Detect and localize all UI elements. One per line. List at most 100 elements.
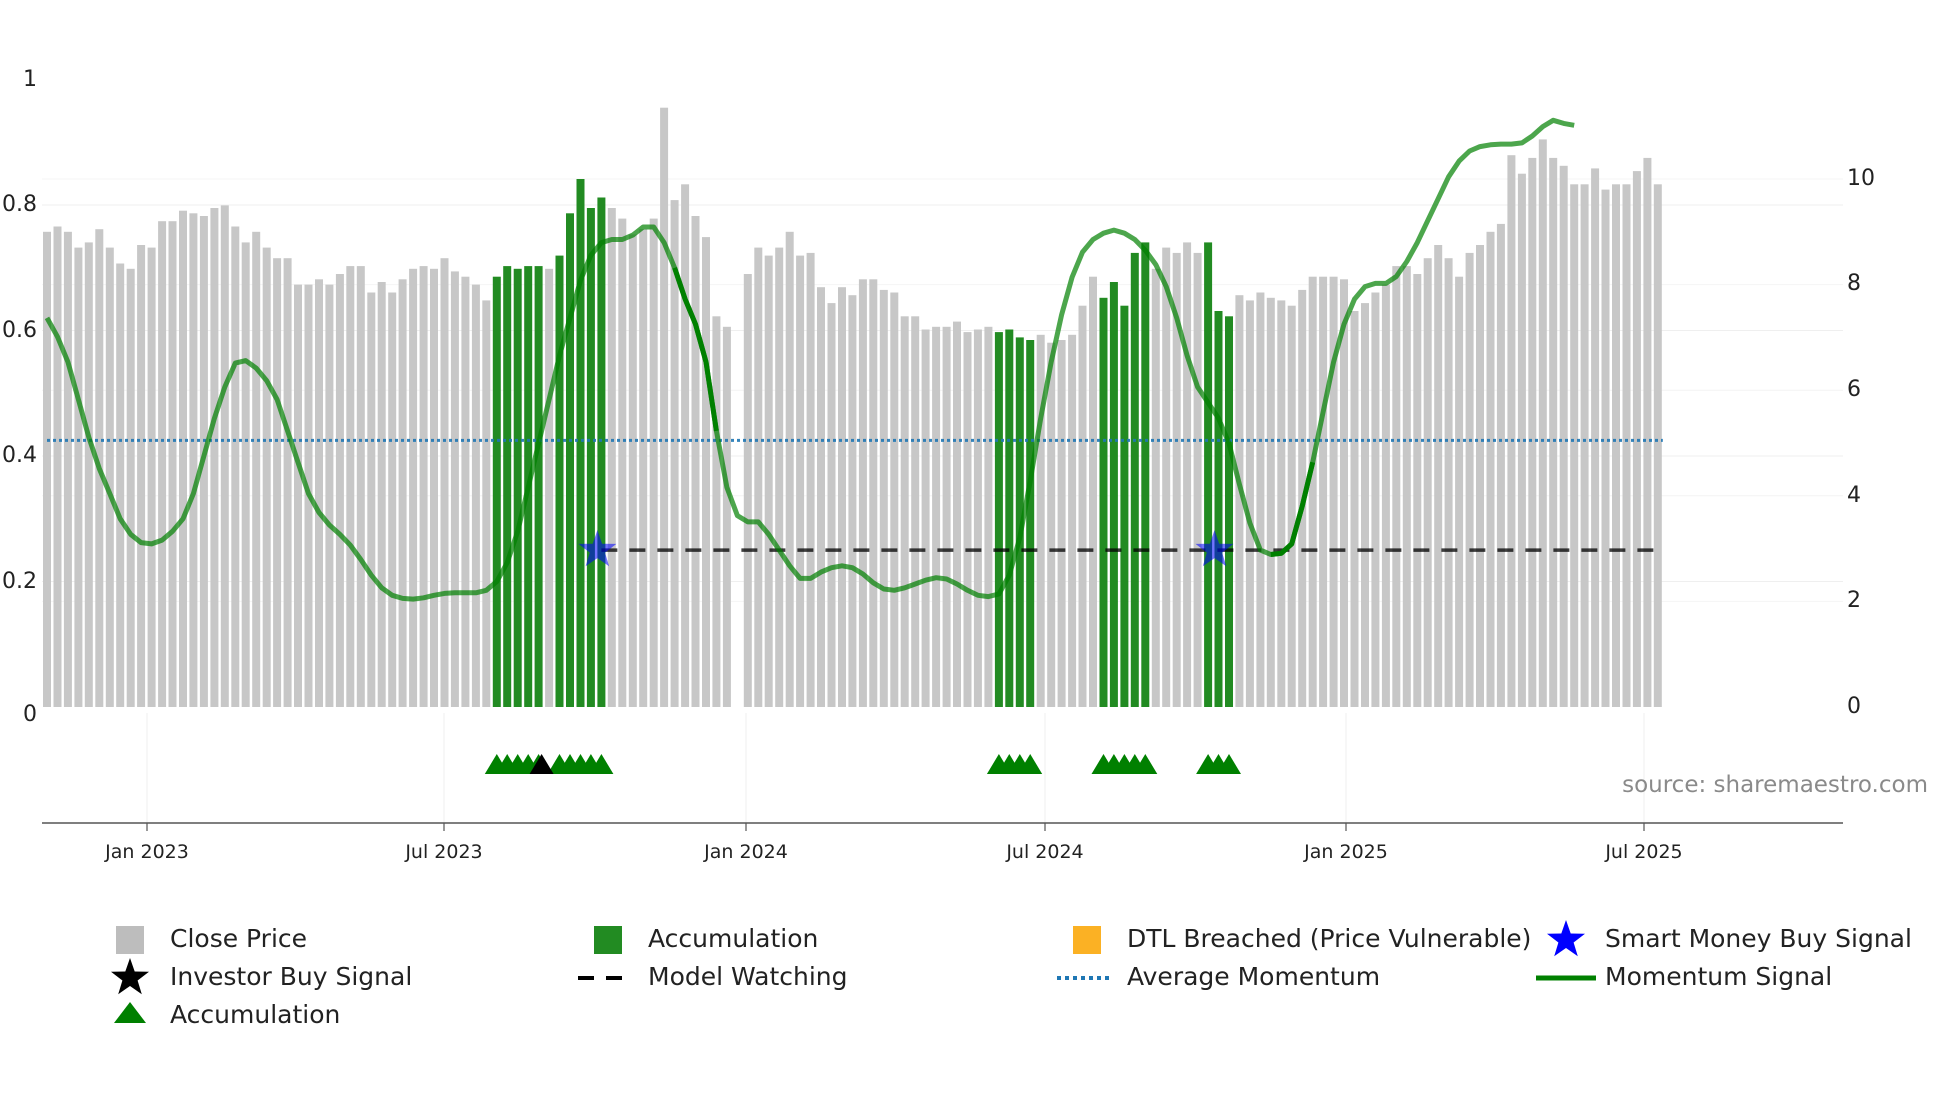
- momentum-signal-emphasis: [1270, 461, 1316, 557]
- close-price-bar: [670, 200, 679, 707]
- smart-money-signals: [578, 530, 1234, 567]
- left-y-tick-label: 0.2: [2, 569, 37, 594]
- close-price-bar: [785, 231, 794, 708]
- legend: Close Price Accumulation DTL Breached (P…: [111, 920, 1912, 1029]
- close-price-bar: [764, 255, 773, 707]
- green-square-icon: [594, 926, 622, 954]
- close-price-bar: [1089, 276, 1097, 707]
- close-price-bar: [440, 258, 449, 707]
- x-tick-label: Jan 2023: [104, 841, 189, 863]
- close-price-bar: [409, 268, 418, 707]
- close-price-bar: [743, 274, 752, 707]
- close-price-bar: [722, 326, 731, 707]
- close-price-bar: [869, 279, 878, 707]
- close-price-bar: [273, 258, 282, 707]
- close-price-bar: [210, 208, 219, 707]
- close-price-bar: [1476, 245, 1484, 707]
- green-triangle-icon: [114, 1002, 146, 1023]
- momentum-signal-line: [44, 117, 1575, 602]
- close-price-bar: [450, 271, 459, 707]
- close-price-bar: [63, 231, 72, 708]
- close-price-bar: [179, 210, 187, 707]
- close-price-bar: [1036, 334, 1045, 707]
- close-price-bar: [126, 268, 135, 707]
- right-y-tick-label: 8: [1847, 271, 1861, 296]
- accumulation-bar: [1005, 329, 1014, 707]
- close-price-bar: [1653, 184, 1662, 708]
- investor-buy-marker: [529, 754, 554, 774]
- close-price-bar: [942, 326, 951, 707]
- close-price-bar: [1057, 340, 1066, 707]
- legend-label: Smart Money Buy Signal: [1605, 924, 1912, 953]
- close-price-bar: [1329, 276, 1338, 707]
- close-price-bar: [1078, 305, 1087, 707]
- source-label: source: sharemaestro.com: [1622, 772, 1928, 798]
- close-price-bar: [189, 213, 198, 708]
- legend-item-average-momentum: Average Momentum: [1057, 962, 1380, 991]
- close-price-bar: [398, 279, 407, 707]
- accumulation-bar: [1141, 242, 1150, 707]
- close-price-bar: [430, 268, 438, 707]
- close-price-bar: [1622, 184, 1631, 708]
- close-price-bar: [1549, 157, 1558, 707]
- x-tick-label: Jul 2023: [404, 841, 482, 863]
- close-price-bar: [1507, 155, 1516, 707]
- close-price-bar: [220, 205, 229, 707]
- left-y-tick-label: 0.6: [2, 318, 37, 343]
- close-price-bar: [1277, 300, 1286, 707]
- close-price-bar: [1538, 139, 1547, 707]
- legend-item-model-watching: Model Watching: [578, 962, 848, 991]
- close-price-bar: [1266, 297, 1275, 707]
- legend-item-accumulation-bar: Accumulation: [594, 924, 818, 954]
- signal-markers: [484, 754, 1241, 774]
- close-price-bar: [775, 247, 784, 707]
- close-price-bar: [1193, 252, 1202, 707]
- x-ticks: Jan 2023 Jul 2023 Jan 2024 Jul 2024 Jan …: [104, 823, 1683, 863]
- accumulation-bar: [492, 276, 501, 707]
- close-price-bar: [963, 332, 972, 707]
- left-y-tick-label: 0: [23, 702, 37, 727]
- close-price-bar: [1601, 189, 1610, 708]
- legend-label: Accumulation: [170, 1000, 340, 1029]
- close-price-bar: [900, 316, 909, 707]
- close-price-bar: [1392, 266, 1401, 707]
- close-price-bar: [806, 252, 815, 707]
- close-price-bar: [1517, 173, 1526, 707]
- close-price-bar: [137, 245, 146, 707]
- accumulation-bar: [586, 208, 595, 707]
- close-price-bar: [838, 287, 846, 707]
- close-price-bar: [1172, 252, 1181, 707]
- close-price-bar: [283, 258, 292, 707]
- close-price-bar: [702, 237, 710, 707]
- close-price-bar: [1570, 184, 1579, 708]
- x-tick-label: Jul 2025: [1604, 841, 1682, 863]
- close-price-bar: [1162, 247, 1171, 707]
- close-price-bar: [1371, 292, 1380, 707]
- close-price-bar: [241, 242, 250, 707]
- orange-square-icon: [1073, 926, 1101, 954]
- close-price-bar: [367, 292, 376, 707]
- close-price-bar: [921, 329, 930, 707]
- close-price-bar: [471, 284, 480, 707]
- close-price-bar: [827, 303, 836, 707]
- momentum-signal-line: [44, 117, 1575, 602]
- legend-item-close-price: Close Price: [116, 924, 307, 954]
- close-price-bar: [932, 326, 941, 707]
- accumulation-bar: [1214, 311, 1223, 707]
- close-price-bar: [335, 274, 344, 707]
- right-y-tick-label: 4: [1847, 483, 1861, 508]
- close-price-bar: [1350, 311, 1359, 707]
- close-price-bar: [1455, 276, 1464, 707]
- close-price-bar: [1528, 157, 1537, 707]
- close-price-bar: [74, 247, 83, 707]
- accumulation-bar: [534, 266, 543, 707]
- close-price-bar: [660, 107, 669, 707]
- legend-label: Close Price: [170, 924, 307, 953]
- smart-money-buy-signal: [578, 530, 617, 567]
- accumulation-marker: [589, 754, 614, 774]
- right-y-tick-label: 6: [1847, 377, 1861, 402]
- close-price-bar: [252, 231, 261, 708]
- close-price-bar: [231, 226, 240, 707]
- legend-item-smart-money: Smart Money Buy Signal: [1547, 920, 1912, 957]
- close-price-bar: [984, 326, 993, 707]
